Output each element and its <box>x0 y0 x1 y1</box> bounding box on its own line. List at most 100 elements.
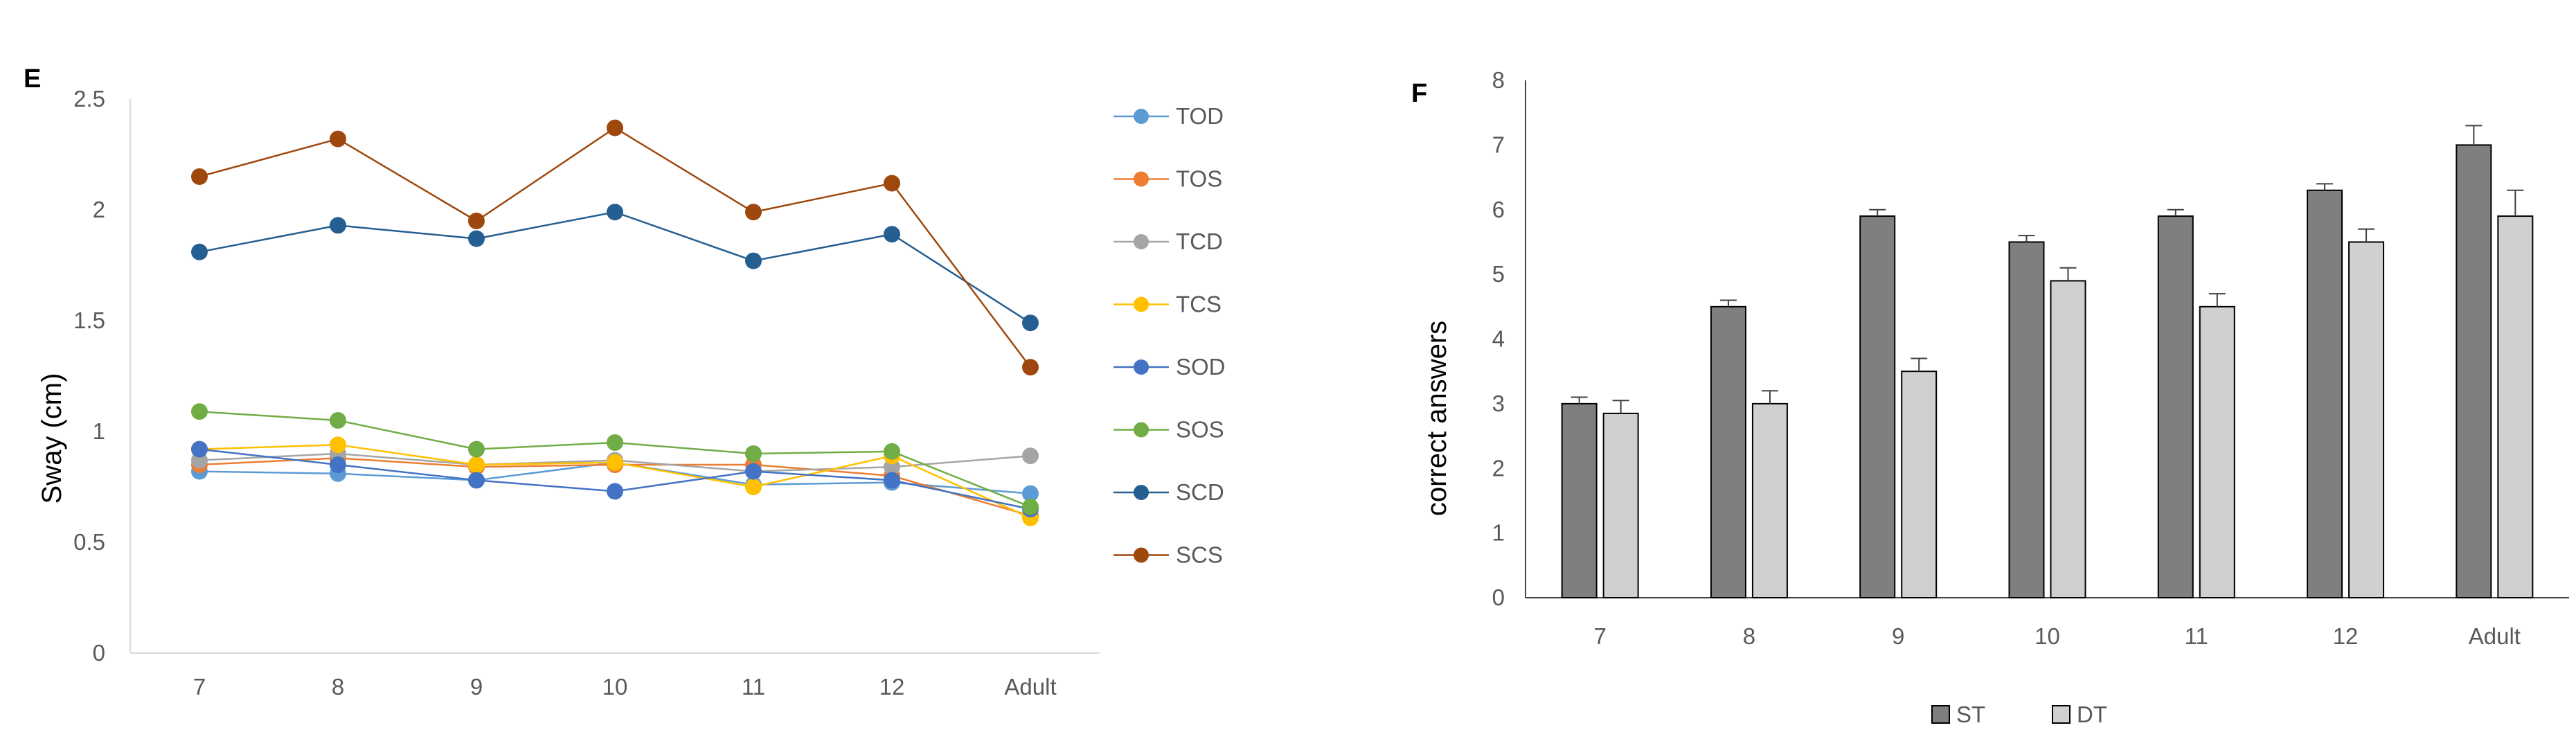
answers-y-tick-label: 8 <box>1492 67 1505 93</box>
legend-label-tcd: TCD <box>1176 229 1223 254</box>
correct-answers-y-axis-label: correct answers <box>1422 321 1452 516</box>
data-point-sos <box>607 434 623 451</box>
bar-st <box>1561 402 1598 598</box>
data-point-scs <box>607 119 623 136</box>
data-point-sos <box>468 440 485 458</box>
data-point-scs <box>1022 359 1039 376</box>
legend-label-sos: SOS <box>1176 417 1224 443</box>
data-point-scs <box>191 168 208 185</box>
data-point-sod <box>191 440 208 458</box>
legend-marker-scd <box>1134 485 1149 500</box>
bar-dt <box>2497 215 2534 598</box>
legend-marker-tcd <box>1134 234 1149 249</box>
legend-label-tod: TOD <box>1176 103 1224 129</box>
data-point-sod <box>607 483 623 500</box>
sway-y-axis-label: Sway (cm) <box>37 373 67 504</box>
data-point-sos <box>884 443 900 460</box>
bar-dt <box>1901 371 1938 598</box>
data-point-sos <box>330 412 346 429</box>
legend-swatch-st <box>1931 705 1950 724</box>
data-point-scd <box>884 226 900 243</box>
data-point-scd <box>1022 314 1039 332</box>
answers-x-tick-label: 12 <box>2333 623 2359 649</box>
sway-x-tick-label: 10 <box>602 674 628 700</box>
answers-y-tick-label: 1 <box>1492 520 1505 546</box>
legend-marker-scs <box>1134 547 1149 563</box>
sway-x-tick-label: 8 <box>332 674 344 700</box>
legend-label-tos: TOS <box>1176 166 1222 192</box>
sway-y-tick-label: 1.5 <box>73 308 105 333</box>
data-point-sos <box>191 403 208 420</box>
data-point-scd <box>330 217 346 234</box>
answers-x-tick-label: 8 <box>1743 623 1755 649</box>
sway-x-tick-label: Adult <box>1004 674 1056 700</box>
data-point-sos <box>745 445 762 462</box>
legend-label-tcs: TCS <box>1176 292 1222 317</box>
legend-marker-sos <box>1134 422 1149 438</box>
bar-dt <box>2348 241 2385 598</box>
series-line-scs <box>199 127 1031 368</box>
data-point-sod <box>468 472 485 489</box>
data-point-scs <box>468 213 485 229</box>
data-point-scd <box>745 252 762 269</box>
answers-y-tick-label: 2 <box>1492 455 1505 481</box>
panel-label-e: E <box>24 64 41 93</box>
bar-st <box>2456 144 2492 598</box>
legend-label-dt: DT <box>2077 702 2107 727</box>
bar-st <box>1859 215 1896 598</box>
answers-y-tick-label: 4 <box>1492 326 1505 352</box>
legend-marker-tos <box>1134 171 1149 187</box>
sway-x-tick-label: 11 <box>742 674 765 700</box>
answers-x-tick-label: 11 <box>2185 623 2208 649</box>
data-point-sod <box>884 472 900 489</box>
sway-y-tick-label: 0 <box>93 640 105 666</box>
data-point-scd <box>191 243 208 260</box>
panel-label-f: F <box>1411 79 1427 108</box>
data-point-scs <box>745 204 762 221</box>
bar-st <box>2307 189 2343 598</box>
answers-y-tick-label: 3 <box>1492 391 1505 416</box>
series-line-scd <box>199 211 1031 324</box>
answers-y-tick-label: 0 <box>1492 585 1505 610</box>
data-point-scs <box>884 175 900 192</box>
answers-y-tick-label: 7 <box>1492 132 1505 157</box>
answers-x-tick-label: 7 <box>1593 623 1606 649</box>
legend-swatch-dt <box>2052 705 2070 724</box>
sway-line-chart: E Sway (cm) 0 0.5 1 1.5 2 2.5 7 8 9 10 11 12 Adult TO… <box>24 64 1226 700</box>
legend-marker-tod <box>1134 109 1149 124</box>
answers-x-tick-label: 9 <box>1892 623 1904 649</box>
sway-y-tick-label: 2.5 <box>73 86 105 112</box>
bar-st <box>2157 215 2194 598</box>
data-point-sod <box>745 463 762 480</box>
legend-label-st: ST <box>1956 702 1985 727</box>
data-point-tcd <box>1022 447 1039 465</box>
data-point-tcs <box>468 456 485 473</box>
legend-label-scs: SCS <box>1176 542 1223 568</box>
legend-marker-tcs <box>1134 296 1149 312</box>
sway-y-tick-label: 0.5 <box>73 529 105 555</box>
bar-dt <box>1751 402 1788 598</box>
sway-x-tick-label: 12 <box>879 674 905 700</box>
answers-x-tick-label: Adult <box>2469 623 2521 649</box>
bar-dt <box>2050 280 2086 598</box>
answers-y-tick-label: 6 <box>1492 197 1505 222</box>
sway-x-tick-label: 9 <box>470 674 483 700</box>
data-point-scs <box>330 130 346 148</box>
data-point-sod <box>330 456 346 473</box>
answers-y-tick-label: 5 <box>1492 261 1505 287</box>
answers-x-tick-label: 10 <box>2034 623 2060 649</box>
data-point-scd <box>468 230 485 247</box>
data-point-tcs <box>607 454 623 471</box>
bar-st <box>2008 241 2045 598</box>
bar-st <box>1710 305 1746 598</box>
data-point-tcs <box>745 479 762 495</box>
data-point-sos <box>1022 498 1039 515</box>
data-point-tod <box>1022 485 1039 502</box>
legend-label-scd: SCD <box>1176 479 1224 505</box>
sway-y-tick-label: 2 <box>93 197 105 222</box>
bar-dt <box>1602 412 1639 598</box>
bar-dt <box>2199 305 2235 598</box>
sway-y-tick-label: 1 <box>93 418 105 444</box>
